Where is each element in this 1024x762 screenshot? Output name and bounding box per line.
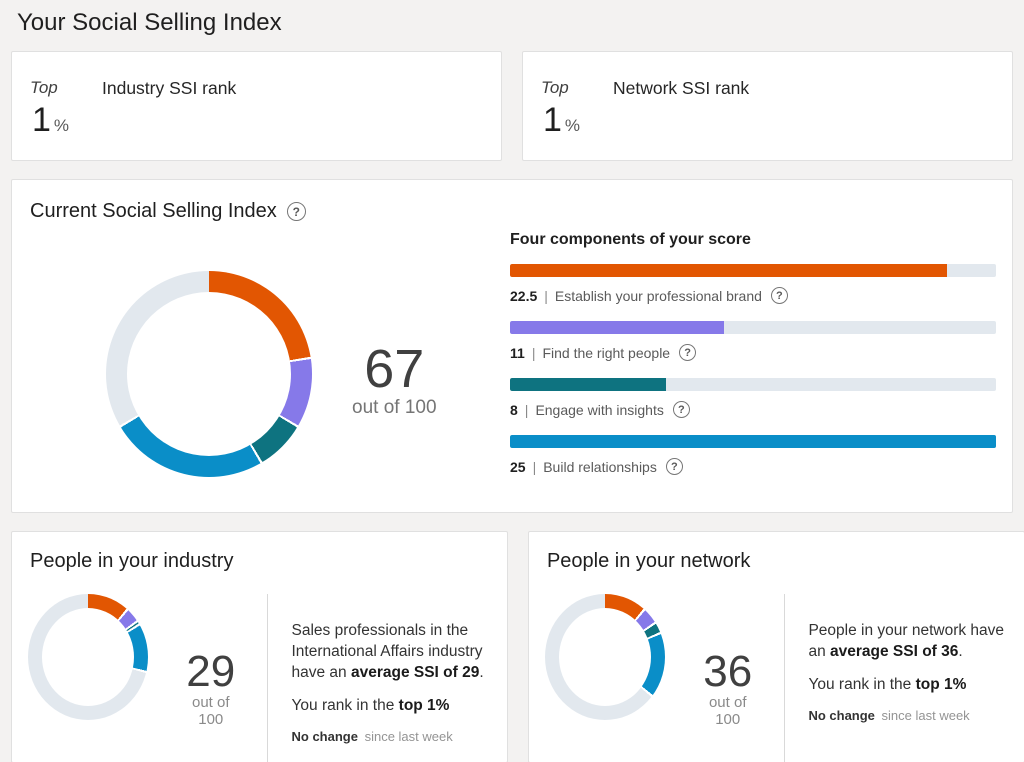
industry-rank-card: Top 1% Industry SSI rank [11,51,502,161]
network-rank-unit: % [564,116,581,135]
component-bar-track [510,378,996,391]
help-icon[interactable]: ? [679,344,697,361]
component-value: 22.5 [510,287,538,304]
components-title: Four components of your score [510,231,751,248]
people-cards-row: People in your industry 29 out of 100 Sa… [11,531,1024,762]
component-label: Engage with insights [535,401,664,418]
separator: | [532,458,537,475]
component-bar-fill [510,378,666,391]
network-change-line: No change since last week [808,708,970,723]
network-rank-value: 1% [543,101,581,139]
industry-rank-prefix: Top [30,78,58,97]
industry-donut-chart [28,594,148,720]
component-value: 11 [510,344,525,361]
network-rank-line: You rank in the top 1% [808,676,967,693]
industry-rank-line: You rank in the top 1% [291,697,450,714]
network-rank-prefix: Top [541,78,569,97]
network-description: People in your network have an average S… [808,622,1005,660]
network-outof: out of 100 [708,694,747,728]
help-icon[interactable]: ? [665,458,683,475]
industry-rank-unit: % [53,116,70,135]
vertical-divider [266,594,268,762]
current-ssi-donut-chart [106,270,312,477]
component-bar-track [510,264,996,277]
industry-change-line: No change since last week [291,729,453,744]
industry-score: 29 [186,647,236,696]
component-label: Find the right people [542,344,671,361]
current-ssi-card: Current Social Selling Index ? 67 out of… [11,179,1013,513]
component-bar-fill [510,321,724,334]
network-card: People in your network 36 out of 100 Peo… [527,531,1024,762]
industry-card-title: People in your industry [30,550,234,572]
help-icon[interactable]: ? [672,401,690,418]
current-ssi-outof: out of 100 [352,397,437,418]
industry-card: People in your industry 29 out of 100 Sa… [11,531,508,762]
score-components: Four components of your score 22.5 | Est… [510,231,996,492]
component-label: Establish your professional brand [554,287,762,304]
donut-hole [42,608,134,706]
component-brand: 22.5 | Establish your professional brand… [510,264,996,304]
network-rank-label: Network SSI rank [613,78,750,98]
component-relationships: 25 | Build relationships ? [510,435,996,475]
industry-outof: out of 100 [192,694,230,728]
component-bar-track [510,435,996,448]
current-ssi-score: 67 [364,339,425,399]
current-ssi-title: Current Social Selling Index [30,200,277,222]
separator: | [544,287,548,304]
network-score: 36 [703,647,753,696]
component-value: 8 [510,401,518,418]
donut-hole [558,608,651,706]
component-insights: 8 | Engage with insights ? [510,378,996,418]
rank-cards-row: Top 1% Industry SSI rank Top 1% Network … [11,51,1013,161]
separator: | [524,401,529,418]
network-rank-card: Top 1% Network SSI rank [522,51,1013,161]
donut-hole [127,291,291,456]
help-icon[interactable]: ? [286,202,306,221]
vertical-divider [783,594,785,762]
network-donut-chart [544,594,665,720]
component-label: Build relationships [543,458,657,475]
network-card-title: People in your network [546,550,751,572]
industry-rank-value: 1% [32,101,70,139]
component-bar-track [510,321,996,334]
help-icon[interactable]: ? [770,287,788,304]
component-people: 11 | Find the right people ? [510,321,996,361]
industry-rank-label: Industry SSI rank [102,78,237,98]
component-value: 25 [510,458,526,475]
component-bar-fill [510,435,996,448]
component-bar-fill [510,264,948,277]
separator: | [531,344,536,361]
industry-description: Sales professionals in the International… [291,622,484,681]
page-title: Your Social Selling Index [17,9,282,36]
